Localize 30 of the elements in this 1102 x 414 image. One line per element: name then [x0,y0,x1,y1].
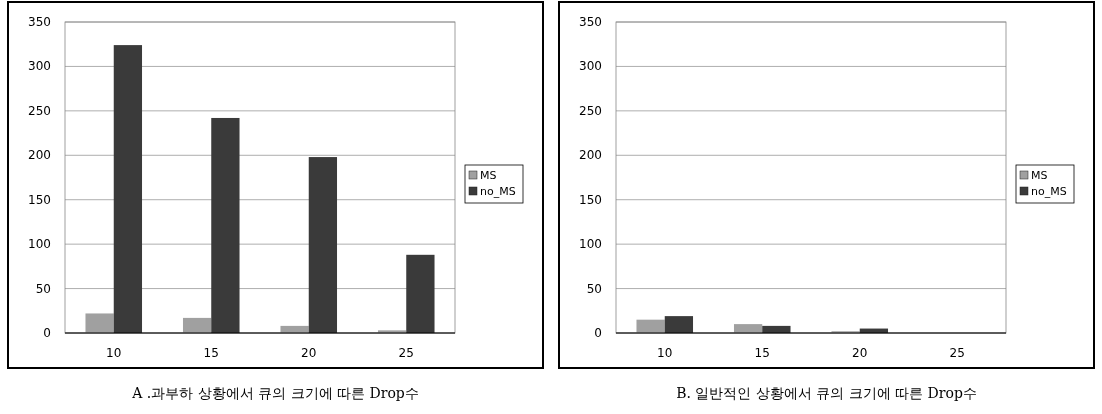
y-tick-label: 150 [579,192,602,207]
y-tick-label: 350 [28,15,51,29]
y-tick-label: 200 [579,148,602,163]
text: A .과부하 상황에서 큐의 크기에 따른 Drop수 [131,385,419,401]
y-tick-label: 50 [35,281,51,296]
x-tick-label: 25 [949,346,965,360]
x-tick-label: 25 [398,346,414,360]
y-tick-label: 300 [28,59,51,74]
x-tick-label: 15 [203,346,219,360]
y-tick-label: 50 [586,281,602,296]
y-tick-label: 200 [28,148,51,163]
legend-label: MS [1031,169,1048,182]
x-tick-label: 10 [657,346,673,360]
y-tick-label: 250 [28,103,51,118]
x-tick-label: 15 [754,346,770,360]
legend-label: no_MS [480,185,516,198]
y-tick-label: 300 [579,59,602,74]
y-tick-label: 100 [28,237,51,252]
x-tick-label: 20 [301,346,317,360]
y-tick-label: 350 [579,15,602,29]
y-tick-label: 100 [579,237,602,252]
y-tick-label: 0 [43,326,51,340]
x-tick-label: 20 [852,346,868,360]
x-tick-label: 10 [106,346,122,360]
y-tick-label: 0 [594,326,602,340]
legend-label: MS [480,169,497,182]
y-tick-label: 150 [28,192,51,207]
y-tick-label: 250 [579,103,602,118]
legend-label: no_MS [1031,185,1067,198]
text: B. 일반적인 상황에서 큐의 크기에 따른 Drop수 [676,385,977,401]
